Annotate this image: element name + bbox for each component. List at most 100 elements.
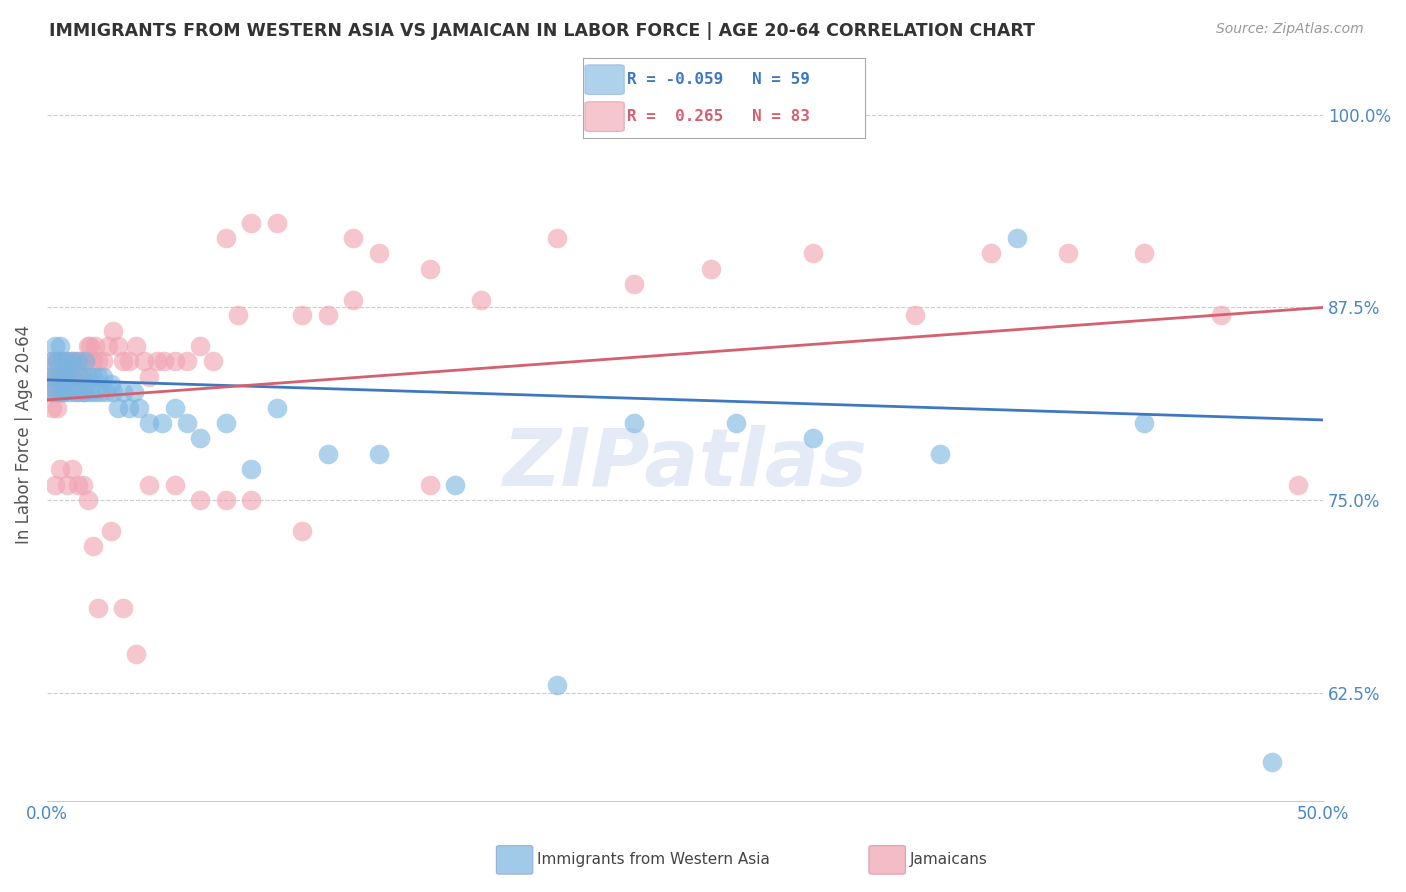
Point <box>56 369 79 384</box>
Point <box>53 369 76 384</box>
Point <box>107 339 129 353</box>
Point <box>51 354 73 368</box>
Point <box>79 339 101 353</box>
Point <box>623 277 645 292</box>
Point <box>163 477 186 491</box>
Point <box>59 385 82 400</box>
Point <box>51 385 73 400</box>
Point <box>240 216 263 230</box>
Point <box>117 401 139 415</box>
Point <box>725 416 748 430</box>
Point <box>89 385 111 400</box>
Point <box>56 477 79 491</box>
Text: IMMIGRANTS FROM WESTERN ASIA VS JAMAICAN IN LABOR FORCE | AGE 20-64 CORRELATION : IMMIGRANTS FROM WESTERN ASIA VS JAMAICAN… <box>49 22 1035 40</box>
Point <box>56 369 79 384</box>
Point <box>1005 231 1028 245</box>
FancyBboxPatch shape <box>585 65 624 95</box>
Point <box>419 477 441 491</box>
Point <box>801 246 824 260</box>
Point <box>132 354 155 368</box>
Point <box>214 231 236 245</box>
Point <box>112 385 135 400</box>
Point <box>66 354 89 368</box>
Point <box>91 354 114 368</box>
Point <box>46 354 69 368</box>
Point <box>929 447 952 461</box>
Point <box>150 416 173 430</box>
Point <box>128 401 150 415</box>
Point <box>1261 755 1284 769</box>
Point <box>1133 246 1156 260</box>
Point <box>53 369 76 384</box>
Point <box>117 354 139 368</box>
Point <box>138 416 160 430</box>
Point <box>145 354 167 368</box>
Point <box>546 678 568 692</box>
Point <box>44 477 66 491</box>
Point <box>82 354 104 368</box>
Point <box>266 216 288 230</box>
Point <box>163 354 186 368</box>
Y-axis label: In Labor Force | Age 20-64: In Labor Force | Age 20-64 <box>15 325 32 544</box>
Text: Immigrants from Western Asia: Immigrants from Western Asia <box>537 853 770 867</box>
Point <box>44 339 66 353</box>
Point <box>38 369 60 384</box>
Point <box>63 354 86 368</box>
Point <box>44 369 66 384</box>
Point <box>94 385 117 400</box>
Point <box>46 385 69 400</box>
Point <box>72 385 94 400</box>
Point <box>214 493 236 508</box>
Point <box>1209 308 1232 322</box>
Point <box>138 369 160 384</box>
Text: Source: ZipAtlas.com: Source: ZipAtlas.com <box>1216 22 1364 37</box>
Point <box>1133 416 1156 430</box>
Point <box>103 385 125 400</box>
Point <box>69 369 91 384</box>
Text: Jamaicans: Jamaicans <box>910 853 987 867</box>
Point <box>188 432 211 446</box>
Point <box>41 385 63 400</box>
Point <box>342 231 364 245</box>
Point <box>97 339 120 353</box>
Point <box>176 416 198 430</box>
Text: R = -0.059   N = 59: R = -0.059 N = 59 <box>627 72 810 87</box>
Point <box>801 432 824 446</box>
Point <box>291 524 314 538</box>
Point <box>107 401 129 415</box>
Point <box>699 261 721 276</box>
Point <box>84 385 107 400</box>
Point <box>240 493 263 508</box>
Point <box>53 385 76 400</box>
Point <box>87 601 110 615</box>
Point <box>63 385 86 400</box>
Point <box>316 447 339 461</box>
Point <box>316 308 339 322</box>
Point <box>62 369 84 384</box>
Point <box>75 385 97 400</box>
Point <box>163 401 186 415</box>
Point <box>87 369 110 384</box>
Point <box>87 354 110 368</box>
Point <box>1057 246 1080 260</box>
Point <box>69 354 91 368</box>
Point <box>72 477 94 491</box>
Point <box>76 339 98 353</box>
Point <box>82 369 104 384</box>
Point <box>201 354 224 368</box>
Point <box>240 462 263 476</box>
Point <box>342 293 364 307</box>
Point <box>367 447 389 461</box>
Point <box>51 354 73 368</box>
Point <box>59 369 82 384</box>
Point <box>75 354 97 368</box>
Point <box>153 354 176 368</box>
Point <box>419 261 441 276</box>
Point <box>62 369 84 384</box>
Point <box>48 385 70 400</box>
Point <box>62 354 84 368</box>
Point <box>48 339 70 353</box>
Point <box>444 477 467 491</box>
Point <box>904 308 927 322</box>
Point <box>112 601 135 615</box>
